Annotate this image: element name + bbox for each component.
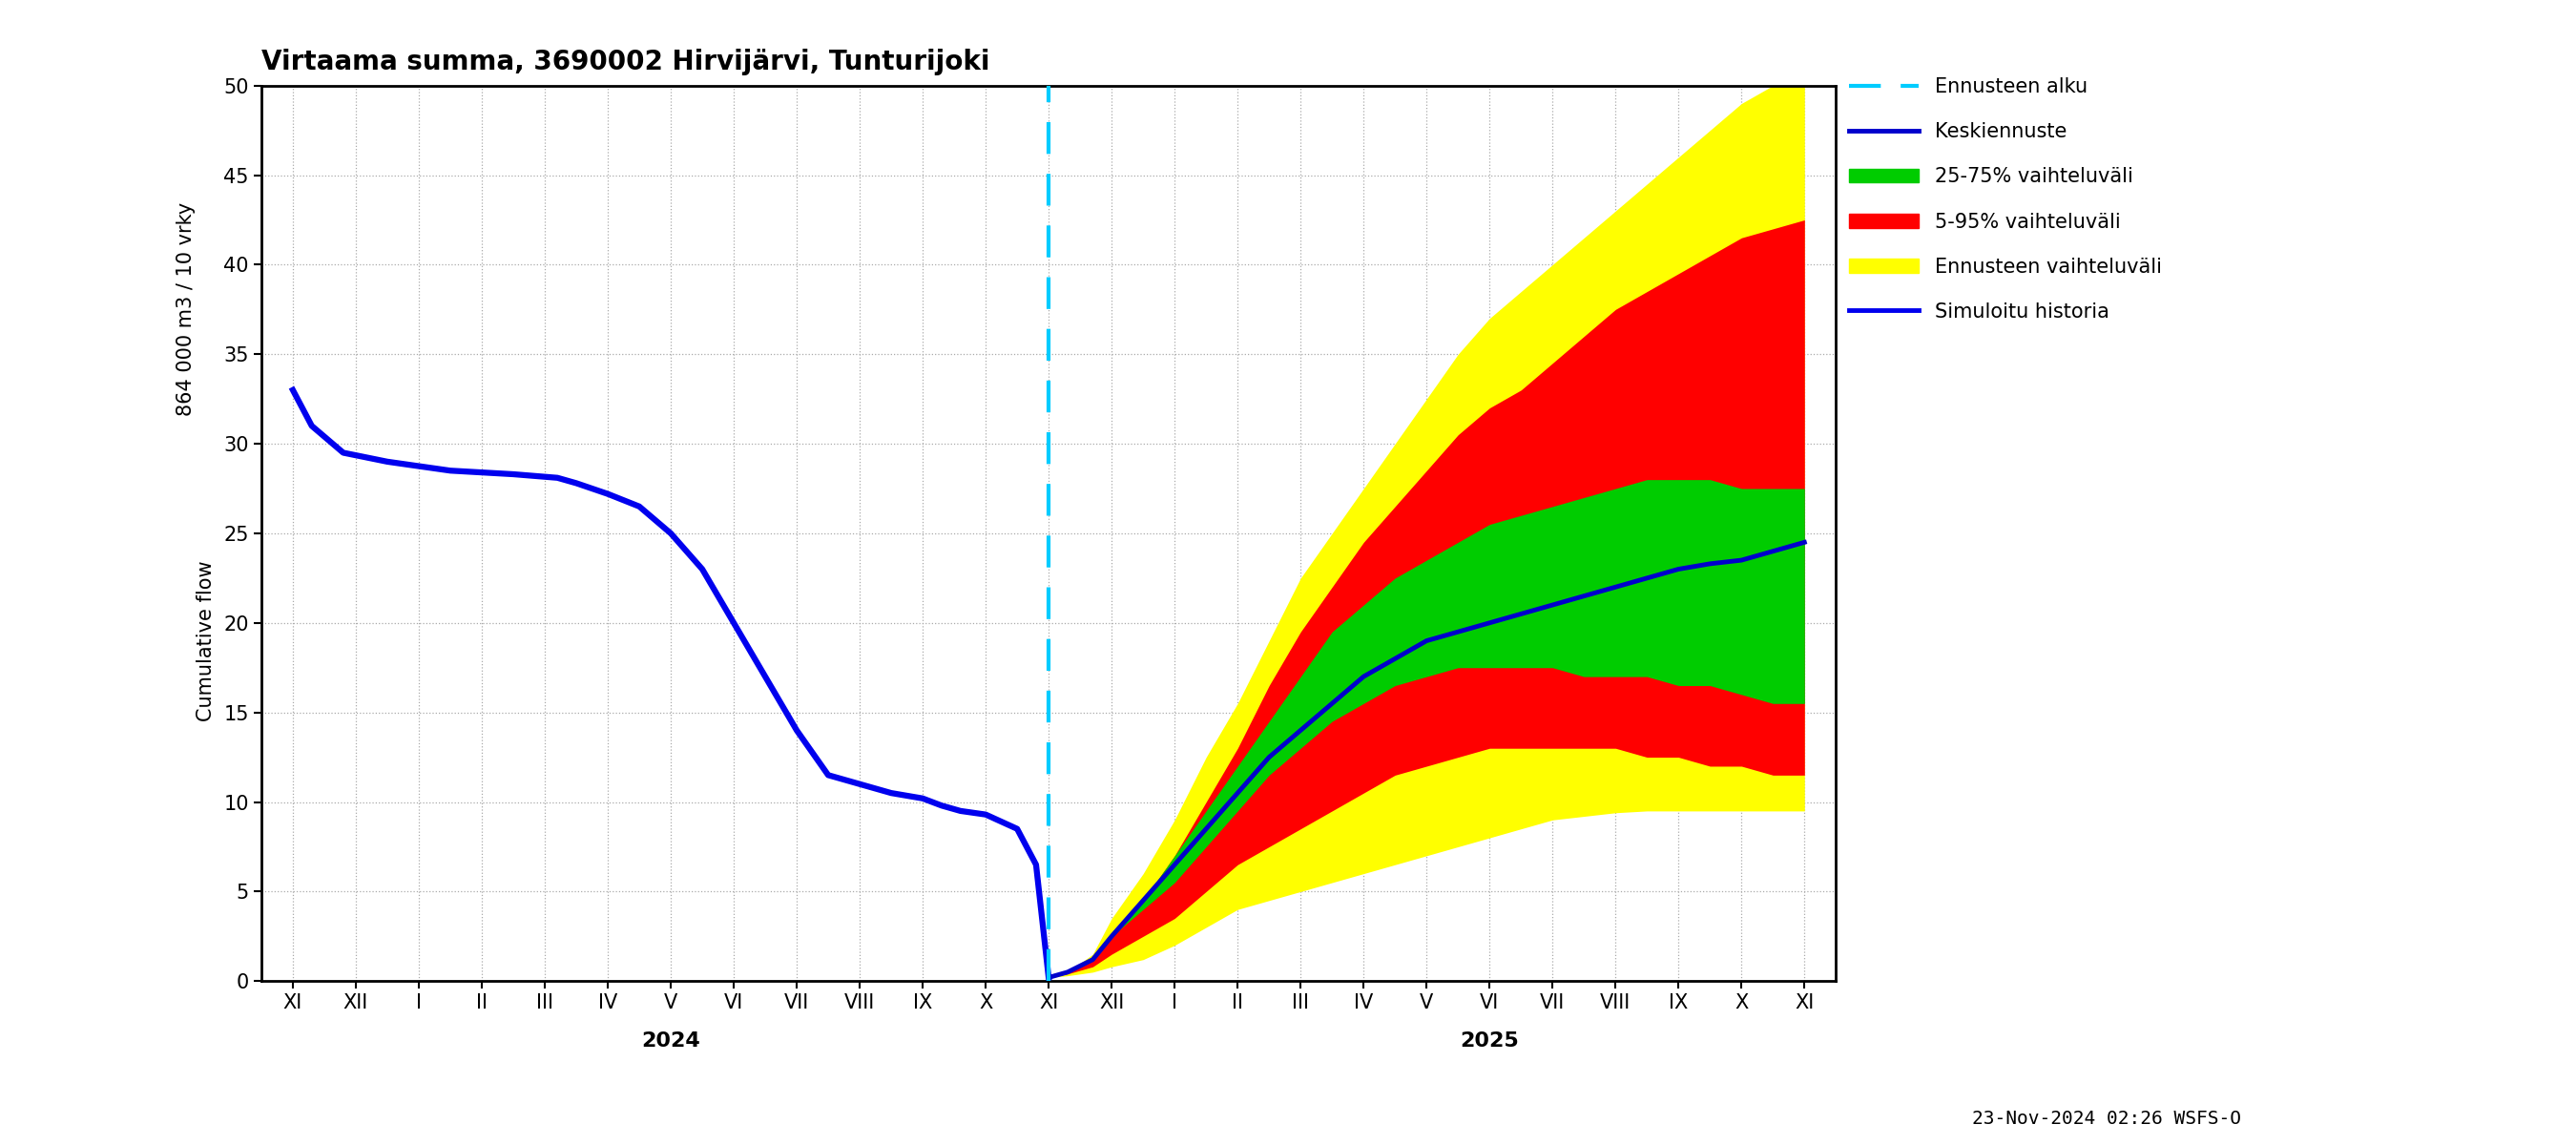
Text: 2024: 2024: [641, 1032, 701, 1051]
Text: Virtaama summa, 3690002 Hirvijärvi, Tunturijoki: Virtaama summa, 3690002 Hirvijärvi, Tunt…: [260, 48, 989, 76]
Text: 2025: 2025: [1461, 1032, 1520, 1051]
Text: Cumulative flow: Cumulative flow: [196, 560, 216, 721]
Text: 864 000 m3 / 10 vrky: 864 000 m3 / 10 vrky: [175, 203, 196, 417]
Text: 23-Nov-2024 02:26 WSFS-O: 23-Nov-2024 02:26 WSFS-O: [1973, 1110, 2241, 1128]
Legend: Ennusteen alku, Keskiennuste, 25-75% vaihteluväli, 5-95% vaihteluväli, Ennusteen: Ennusteen alku, Keskiennuste, 25-75% vai…: [1850, 78, 2161, 322]
